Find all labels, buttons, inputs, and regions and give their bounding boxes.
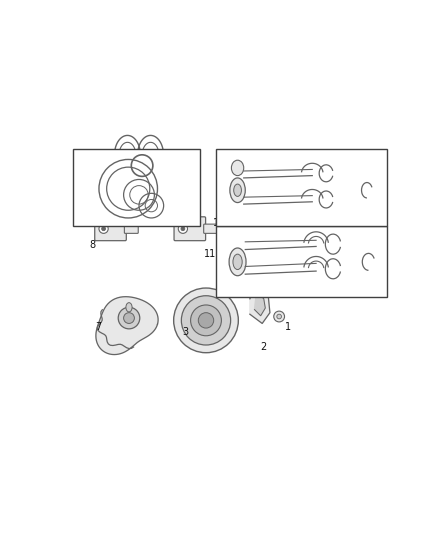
Circle shape: [181, 296, 231, 345]
Polygon shape: [250, 288, 270, 324]
Circle shape: [274, 311, 285, 322]
FancyBboxPatch shape: [229, 220, 336, 236]
Bar: [73, 149, 200, 225]
Text: 14: 14: [270, 257, 282, 268]
Ellipse shape: [229, 248, 246, 276]
Text: 10: 10: [353, 278, 365, 288]
Text: 6: 6: [127, 211, 133, 221]
Ellipse shape: [233, 254, 242, 270]
FancyBboxPatch shape: [95, 217, 126, 241]
Text: 12: 12: [345, 214, 357, 224]
Text: 11: 11: [213, 217, 225, 228]
Text: 8: 8: [90, 240, 96, 250]
Text: 1: 1: [285, 321, 291, 332]
Circle shape: [198, 313, 214, 328]
Bar: [216, 149, 387, 225]
FancyBboxPatch shape: [174, 217, 205, 241]
Text: 3: 3: [73, 217, 79, 228]
Polygon shape: [96, 297, 158, 354]
Circle shape: [191, 305, 221, 336]
Circle shape: [178, 224, 187, 233]
Ellipse shape: [224, 221, 236, 235]
Text: 9: 9: [321, 266, 327, 276]
Text: 2: 2: [261, 342, 267, 352]
Text: 5: 5: [147, 219, 153, 229]
Text: 13: 13: [341, 201, 353, 212]
Circle shape: [102, 227, 106, 231]
Ellipse shape: [231, 160, 244, 175]
Ellipse shape: [234, 184, 241, 196]
Text: 11: 11: [204, 249, 216, 259]
FancyBboxPatch shape: [204, 224, 218, 233]
Circle shape: [124, 313, 134, 324]
Circle shape: [173, 288, 238, 353]
Text: 15: 15: [350, 242, 362, 252]
Text: 12: 12: [327, 189, 339, 199]
Text: 3: 3: [182, 327, 188, 337]
Circle shape: [277, 314, 282, 319]
Circle shape: [118, 308, 140, 329]
Polygon shape: [254, 294, 265, 316]
Text: 8: 8: [216, 289, 222, 299]
Text: 9: 9: [334, 288, 340, 297]
Circle shape: [99, 224, 108, 233]
Ellipse shape: [126, 303, 132, 312]
Ellipse shape: [328, 221, 341, 235]
Text: 4: 4: [130, 167, 136, 177]
Bar: [216, 225, 387, 297]
Text: 7: 7: [95, 321, 101, 332]
Circle shape: [181, 227, 185, 231]
FancyBboxPatch shape: [124, 224, 138, 233]
Ellipse shape: [230, 178, 245, 203]
